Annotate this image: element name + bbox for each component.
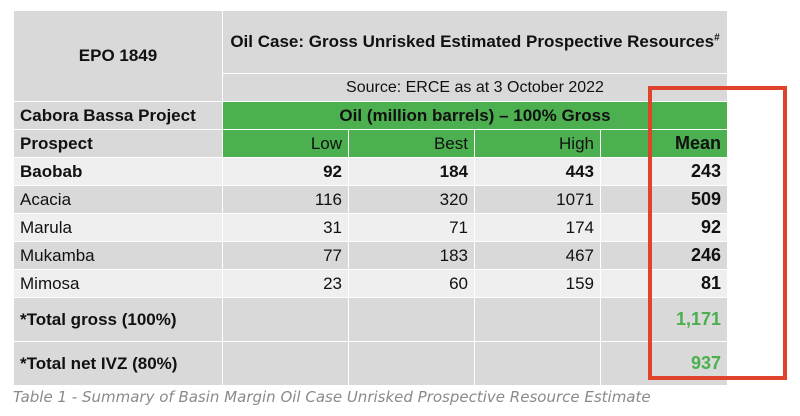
- low-value: 116: [222, 185, 349, 214]
- total-gross-row: *Total gross (100%) 1,171: [13, 297, 728, 342]
- best-value: 71: [348, 213, 475, 242]
- resources-table: EPO 1849 Oil Case: Gross Unrisked Estima…: [13, 10, 728, 386]
- total-net-row: *Total net IVZ (80%) 937: [13, 341, 728, 386]
- col-header-high: High: [474, 129, 601, 158]
- prospect-name: Mimosa: [13, 269, 223, 298]
- prospect-name: Acacia: [13, 185, 223, 214]
- total-gross-value: 1,171: [600, 297, 728, 342]
- mean-value: 92: [600, 213, 728, 242]
- high-value: 467: [474, 241, 601, 270]
- project-label: Cabora Bassa Project: [13, 101, 223, 130]
- col-header-prospect: Prospect: [13, 129, 223, 158]
- prospect-name: Mukamba: [13, 241, 223, 270]
- source-note: Source: ERCE as at 3 October 2022: [222, 73, 728, 102]
- high-value: 174: [474, 213, 601, 242]
- col-header-mean: Mean: [600, 129, 728, 158]
- high-value: 159: [474, 269, 601, 298]
- table-caption: Table 1 - Summary of Basin Margin Oil Ca…: [13, 388, 651, 406]
- mean-value: 81: [600, 269, 728, 298]
- best-value: 184: [348, 157, 475, 186]
- mean-value: 509: [600, 185, 728, 214]
- high-value: 443: [474, 157, 601, 186]
- total-gross-label: *Total gross (100%): [13, 297, 223, 342]
- title-superscript: #: [714, 32, 720, 44]
- prospect-name: Marula: [13, 213, 223, 242]
- low-value: 77: [222, 241, 349, 270]
- table-row: Acacia 116 320 1071 509: [13, 185, 728, 214]
- low-value: 23: [222, 269, 349, 298]
- low-value: 92: [222, 157, 349, 186]
- table-main-title: Oil Case: Gross Unrisked Estimated Prosp…: [222, 10, 728, 74]
- col-header-low: Low: [222, 129, 349, 158]
- best-value: 320: [348, 185, 475, 214]
- total-net-label: *Total net IVZ (80%): [13, 341, 223, 386]
- table-row: Mukamba 77 183 467 246: [13, 241, 728, 270]
- epo-label: EPO 1849: [13, 10, 223, 102]
- best-value: 60: [348, 269, 475, 298]
- mean-value: 246: [600, 241, 728, 270]
- high-value: 1071: [474, 185, 601, 214]
- mean-value: 243: [600, 157, 728, 186]
- table-row: Baobab 92 184 443 243: [13, 157, 728, 186]
- total-net-value: 937: [600, 341, 728, 386]
- table-row: Mimosa 23 60 159 81: [13, 269, 728, 298]
- low-value: 31: [222, 213, 349, 242]
- best-value: 183: [348, 241, 475, 270]
- unit-label: Oil (million barrels) – 100% Gross: [222, 101, 728, 130]
- prospect-name: Baobab: [13, 157, 223, 186]
- col-header-best: Best: [348, 129, 475, 158]
- table-row: Marula 31 71 174 92: [13, 213, 728, 242]
